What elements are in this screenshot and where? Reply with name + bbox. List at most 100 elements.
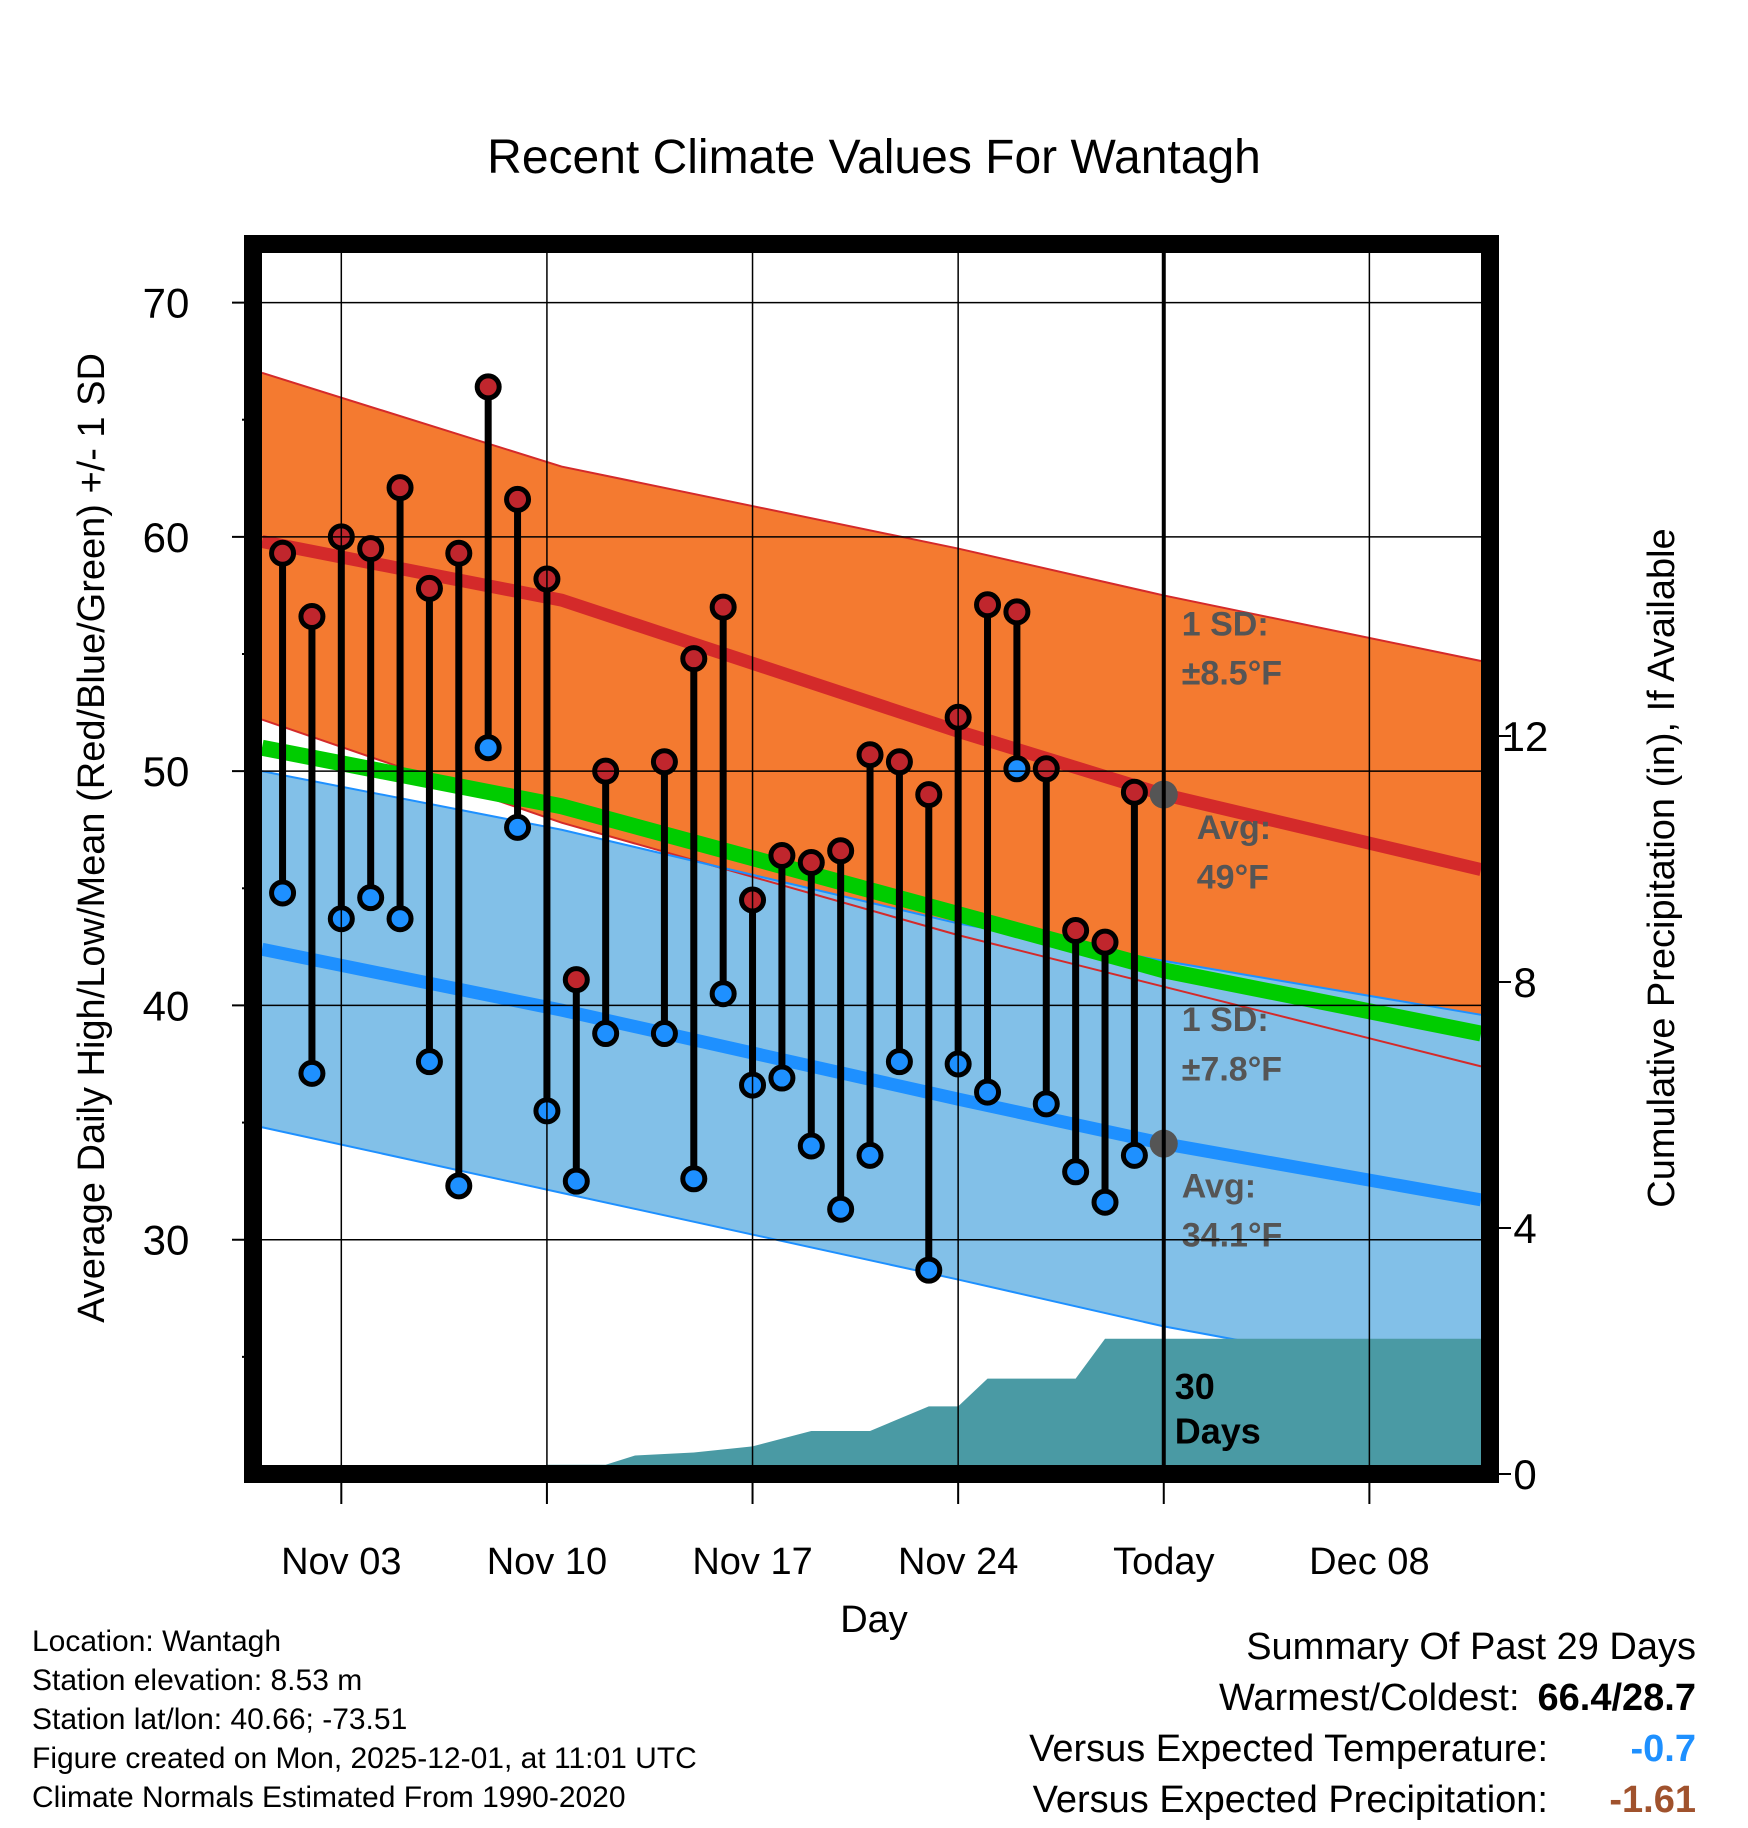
high-point — [1091, 928, 1119, 956]
high-point — [974, 591, 1002, 619]
high-point — [357, 535, 385, 563]
high-point — [650, 748, 678, 776]
x-tick-label: Nov 10 — [487, 1541, 607, 1583]
low-point — [474, 734, 502, 762]
high-point — [562, 966, 590, 994]
high-avg-label: Avg: — [1197, 809, 1271, 847]
low-point — [504, 813, 532, 841]
summary-temp-row: Versus Expected Temperature: -0.7 — [796, 1724, 1696, 1775]
y-tick-label: 40 — [143, 982, 190, 1029]
latlon-text: Station lat/lon: 40.66; -73.51 — [32, 1703, 408, 1736]
low-point — [1032, 1090, 1060, 1118]
created-text: Figure created on Mon, 2025-12-01, at 11… — [32, 1742, 697, 1775]
low-point — [562, 1167, 590, 1195]
y-tick-label: 50 — [143, 748, 190, 795]
low-point — [709, 980, 737, 1008]
y2-axis-label: Cumulative Precipitation (in), If Availa… — [1641, 528, 1683, 1207]
low-point — [1062, 1158, 1090, 1186]
high-sd-label: 1 SD: — [1182, 605, 1269, 643]
high-point — [885, 748, 913, 776]
high-point — [386, 474, 414, 502]
y-tick-label: 70 — [143, 280, 190, 327]
summary-precip-row: Versus Expected Precipitation: -1.61 — [796, 1775, 1696, 1826]
low-avg-value: 34.1°F — [1182, 1217, 1283, 1255]
plot-area: 1 SD: ±8.5°F Avg: 49°F 1 SD: ±7.8°F Avg: 34.1°F… — [260, 371, 1483, 1474]
high-point — [856, 741, 884, 769]
low-point — [1003, 755, 1031, 783]
low-sd-label: 1 SD: — [1182, 1001, 1269, 1039]
x-tick-label: Dec 08 — [1309, 1541, 1429, 1583]
plot-frame — [244, 235, 1499, 1483]
x-tick-label: Nov 24 — [898, 1541, 1018, 1583]
precip-value: -1.61 — [1609, 1779, 1696, 1821]
low-point — [856, 1141, 884, 1169]
y2-tick-label: 4 — [1513, 1205, 1536, 1252]
low-point — [415, 1048, 443, 1076]
low-point — [650, 1020, 678, 1048]
low-point — [680, 1165, 708, 1193]
low-point — [298, 1059, 326, 1087]
temp-label: Versus Expected Temperature: — [1029, 1728, 1548, 1770]
high-sd-value: ±8.5°F — [1182, 654, 1282, 692]
high-point — [269, 539, 297, 567]
high-point — [474, 373, 502, 401]
precip-days-word: Days — [1175, 1411, 1261, 1452]
temp-value: -0.7 — [1630, 1728, 1696, 1770]
y-tick-label: 30 — [143, 1217, 190, 1264]
low-point — [915, 1256, 943, 1284]
elevation-text: Station elevation: 8.53 m — [32, 1664, 363, 1697]
low-point — [386, 905, 414, 933]
high-point — [445, 539, 473, 567]
y2-tick-label: 12 — [1502, 713, 1549, 760]
low-sd-value: ±7.8°F — [1182, 1050, 1282, 1088]
low-point — [885, 1048, 913, 1076]
high-point — [797, 849, 825, 877]
low-point — [445, 1172, 473, 1200]
low-point — [1120, 1141, 1148, 1169]
warmest-value: 66.4/28.7 — [1537, 1677, 1696, 1719]
high-point — [768, 841, 796, 869]
high-point — [915, 781, 943, 809]
high-point — [298, 603, 326, 631]
high-point — [415, 574, 443, 602]
low-point — [827, 1195, 855, 1223]
low-point — [797, 1132, 825, 1160]
x-tick-label: Nov 17 — [692, 1541, 812, 1583]
high-point — [504, 485, 532, 513]
normals-text: Climate Normals Estimated From 1990-2020 — [32, 1781, 626, 1814]
axes: 30 40 50 60 70 0 4 8 12 Nov 03 Nov 10 Nov 17 Nov 24 T… — [143, 235, 1549, 1583]
high-sd-band — [262, 372, 1481, 1067]
high-point — [1032, 755, 1060, 783]
chart-title: Recent Climate Values For Wantagh — [487, 131, 1261, 184]
low-point — [357, 884, 385, 912]
summary-warmest-row: Warmest/Coldest: 66.4/28.7 — [796, 1673, 1696, 1724]
high-point — [709, 593, 737, 621]
low-avg-label: Avg: — [1182, 1168, 1256, 1206]
x-axis-label: Day — [840, 1599, 908, 1641]
low-point — [269, 879, 297, 907]
low-point — [592, 1020, 620, 1048]
precip-days-num: 30 — [1175, 1366, 1215, 1407]
precip-area — [262, 1338, 1481, 1474]
precip-label: Versus Expected Precipitation: — [1032, 1779, 1548, 1821]
x-tick-label: Nov 03 — [281, 1541, 401, 1583]
y2-tick-label: 8 — [1513, 959, 1536, 1006]
x-tick-label: Today — [1113, 1541, 1214, 1583]
high-point — [827, 837, 855, 865]
high-avg-value: 49°F — [1197, 858, 1269, 896]
y-tick-label: 60 — [143, 514, 190, 561]
low-point — [974, 1078, 1002, 1106]
y-axis-label: Average Daily High/Low/Mean (Red/Blue/Gr… — [71, 353, 113, 1323]
summary-title: Summary Of Past 29 Days — [1246, 1626, 1696, 1668]
low-point — [768, 1064, 796, 1092]
y2-tick-label: 0 — [1513, 1451, 1536, 1498]
high-point — [680, 645, 708, 673]
station-info: Location: Wantagh Station elevation: 8.5… — [32, 1622, 697, 1817]
high-point — [1003, 598, 1031, 626]
high-point — [1120, 778, 1148, 806]
location-text: Location: Wantagh — [32, 1625, 282, 1658]
low-point — [1091, 1188, 1119, 1216]
summary-panel: Summary Of Past 29 Days Warmest/Coldest:… — [796, 1622, 1696, 1826]
high-point — [1062, 916, 1090, 944]
